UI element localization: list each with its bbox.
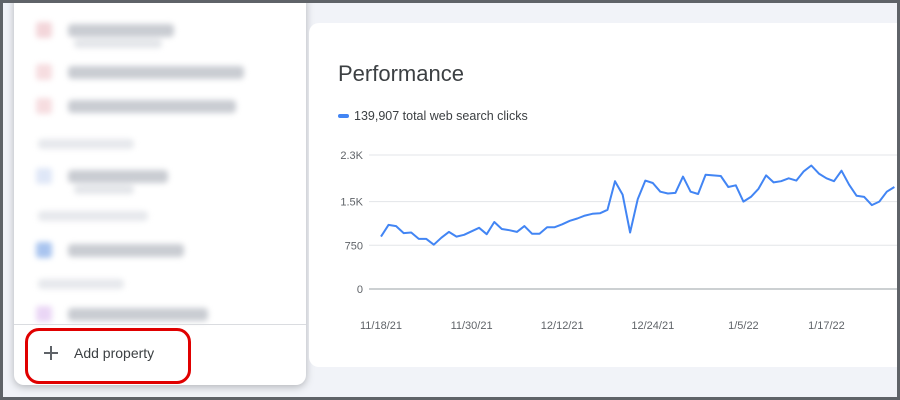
legend-label: 139,907 total web search clicks <box>354 109 528 123</box>
add-property-label: Add property <box>74 345 155 361</box>
performance-card: Performance 139,907 total web search cli… <box>309 23 900 367</box>
add-property-button[interactable]: Add property <box>34 333 194 373</box>
plus-icon <box>44 346 58 360</box>
x-tick-label: 11/18/21 <box>360 320 402 332</box>
x-tick-label: 11/30/21 <box>451 320 493 332</box>
blurred-property-list <box>14 3 306 327</box>
performance-title: Performance <box>338 61 464 86</box>
series-line-clicks[interactable] <box>380 164 895 246</box>
y-tick-label: 0 <box>357 284 363 296</box>
y-tick-label: 2.3K <box>340 150 363 162</box>
y-tick-label: 1.5K <box>340 197 363 209</box>
x-tick-label: 1/17/22 <box>808 320 845 332</box>
x-tick-label: 1/5/22 <box>728 320 759 332</box>
performance-chart[interactable]: 0 750 1.5K 2.3K 11/18/21 11/30/21 12/12/21 12/2… <box>309 23 900 367</box>
y-tick-label: 750 <box>345 240 363 252</box>
property-selector-panel: Add property <box>14 3 306 385</box>
x-tick-label: 12/24/21 <box>631 320 674 332</box>
legend-swatch <box>338 114 349 118</box>
chart-legend[interactable]: 139,907 total web search clicks <box>338 109 528 123</box>
panel-divider <box>14 324 306 325</box>
x-tick-label: 12/12/21 <box>541 320 584 332</box>
